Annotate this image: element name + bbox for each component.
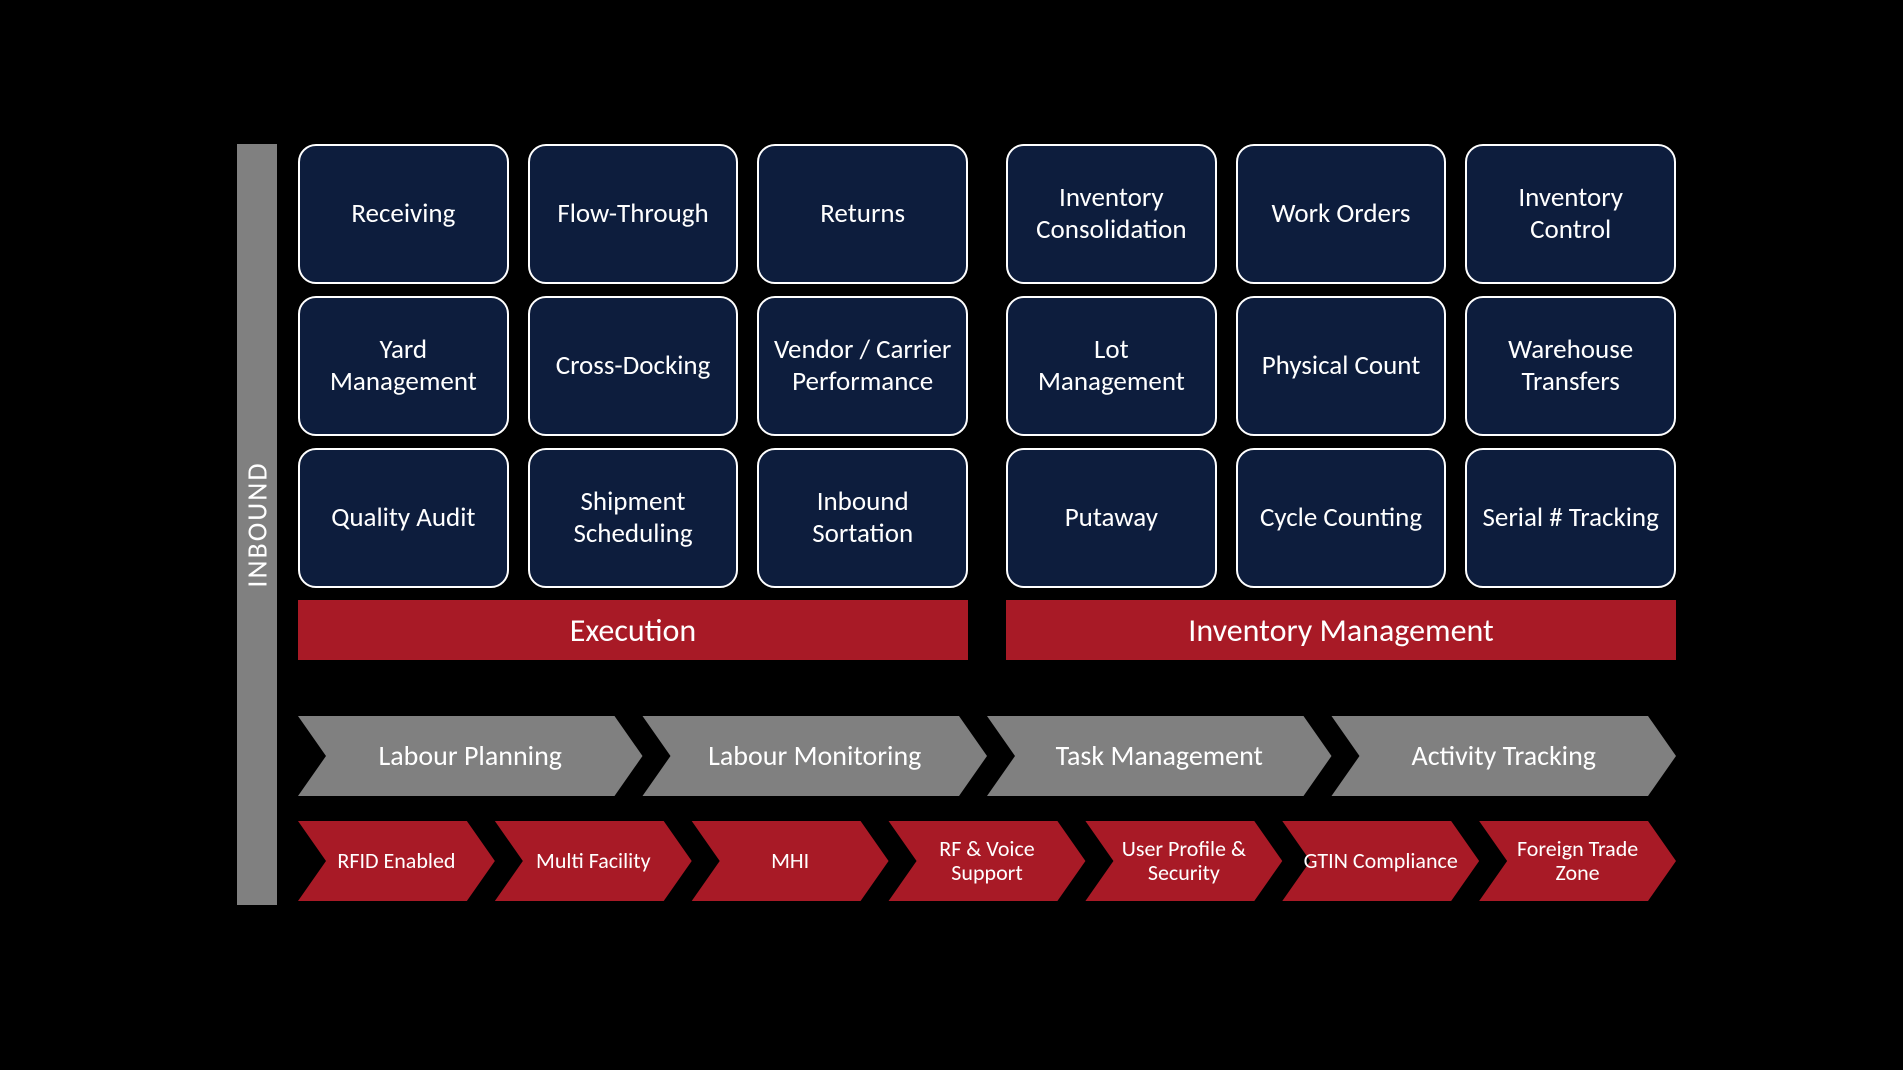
grid-area: Receiving Flow-Through Returns Yard Managem… — [298, 144, 1676, 660]
tile: Warehouse Transfers — [1465, 296, 1676, 436]
tile-label: Work Orders — [1272, 198, 1411, 230]
group-execution: Receiving Flow-Through Returns Yard Managem… — [298, 144, 968, 660]
tile: Inventory Consolidation — [1006, 144, 1217, 284]
tile-label: Quality Audit — [331, 502, 475, 534]
tile: Shipment Scheduling — [528, 448, 739, 588]
tile-label: Physical Count — [1262, 350, 1421, 382]
arrow-segment-label: RF & Voice Support — [889, 837, 1086, 885]
tile-label: Cycle Counting — [1260, 502, 1422, 534]
tile-label: Lot Management — [1018, 334, 1205, 399]
group-header-label: Inventory Management — [1188, 611, 1494, 650]
tile: Inbound Sortation — [757, 448, 968, 588]
tile: Cross-Docking — [528, 296, 739, 436]
tile-label: Inbound Sortation — [769, 486, 956, 551]
tile: Work Orders — [1236, 144, 1447, 284]
tile: Vendor / Carrier Performance — [757, 296, 968, 436]
arrow-segment-label: MHI — [692, 849, 889, 873]
process-arrow-red: RFID EnabledMulti FacilityMHIRF & Voice … — [298, 821, 1676, 901]
tile: Flow-Through — [528, 144, 739, 284]
tile-label: Flow-Through — [557, 198, 708, 230]
sidebar-label: INBOUND — [240, 461, 275, 587]
tile-label: Inventory Control — [1477, 182, 1664, 247]
arrow-red-labels: RFID EnabledMulti FacilityMHIRF & Voice … — [298, 821, 1676, 901]
tile: Physical Count — [1236, 296, 1447, 436]
process-arrow-gray: Labour PlanningLabour MonitoringTask Man… — [298, 716, 1676, 796]
slide: INBOUND Receiving Flow-Through Returns Yard… — [219, 123, 1684, 947]
tile-label: Vendor / Carrier Performance — [769, 334, 956, 399]
group-inventory: Inventory Consolidation Work Orders Invent… — [1006, 144, 1676, 660]
group-rows: Inventory Consolidation Work Orders Invent… — [1006, 144, 1676, 588]
tile-label: Returns — [820, 198, 905, 230]
group-header-label: Execution — [570, 611, 696, 650]
tile: Receiving — [298, 144, 509, 284]
group-header: Inventory Management — [1006, 600, 1676, 660]
tile-label: Serial # Tracking — [1483, 502, 1659, 534]
tile-label: Warehouse Transfers — [1477, 334, 1664, 399]
tile: Returns — [757, 144, 968, 284]
group-rows: Receiving Flow-Through Returns Yard Managem… — [298, 144, 968, 588]
sidebar-inbound: INBOUND — [237, 144, 277, 905]
tile: Cycle Counting — [1236, 448, 1447, 588]
arrow-segment-label: Activity Tracking — [1332, 741, 1677, 772]
grid-row: Inventory Consolidation Work Orders Invent… — [1006, 144, 1676, 284]
tile: Inventory Control — [1465, 144, 1676, 284]
grid-row: Lot Management Physical Count Warehouse Tr… — [1006, 296, 1676, 436]
arrow-segment-label: Labour Monitoring — [643, 741, 988, 772]
arrow-segment-label: User Profile & Security — [1085, 837, 1282, 885]
tile-label: Putaway — [1065, 502, 1158, 534]
arrow-segment-label: Task Management — [987, 741, 1332, 772]
tile-label: Shipment Scheduling — [540, 486, 727, 551]
tile: Serial # Tracking — [1465, 448, 1676, 588]
arrow-segment-label: GTIN Compliance — [1282, 849, 1479, 873]
tile: Putaway — [1006, 448, 1217, 588]
arrow-segment-label: Multi Facility — [495, 849, 692, 873]
grid-row: Putaway Cycle Counting Serial # Tracking — [1006, 448, 1676, 588]
group-header: Execution — [298, 600, 968, 660]
tile: Yard Management — [298, 296, 509, 436]
tile: Lot Management — [1006, 296, 1217, 436]
tile-label: Yard Management — [310, 334, 497, 399]
tile: Quality Audit — [298, 448, 509, 588]
grid-row: Yard Management Cross-Docking Vendor / Car… — [298, 296, 968, 436]
grid-row: Receiving Flow-Through Returns — [298, 144, 968, 284]
grid-row: Quality Audit Shipment Scheduling Inbound … — [298, 448, 968, 588]
tile-label: Cross-Docking — [556, 350, 711, 382]
arrow-segment-label: RFID Enabled — [298, 849, 495, 873]
arrow-gray-labels: Labour PlanningLabour MonitoringTask Man… — [298, 716, 1676, 796]
tile-label: Inventory Consolidation — [1018, 182, 1205, 247]
arrow-segment-label: Labour Planning — [298, 741, 643, 772]
tile-label: Receiving — [351, 198, 455, 230]
arrow-segment-label: Foreign Trade Zone — [1479, 837, 1676, 885]
